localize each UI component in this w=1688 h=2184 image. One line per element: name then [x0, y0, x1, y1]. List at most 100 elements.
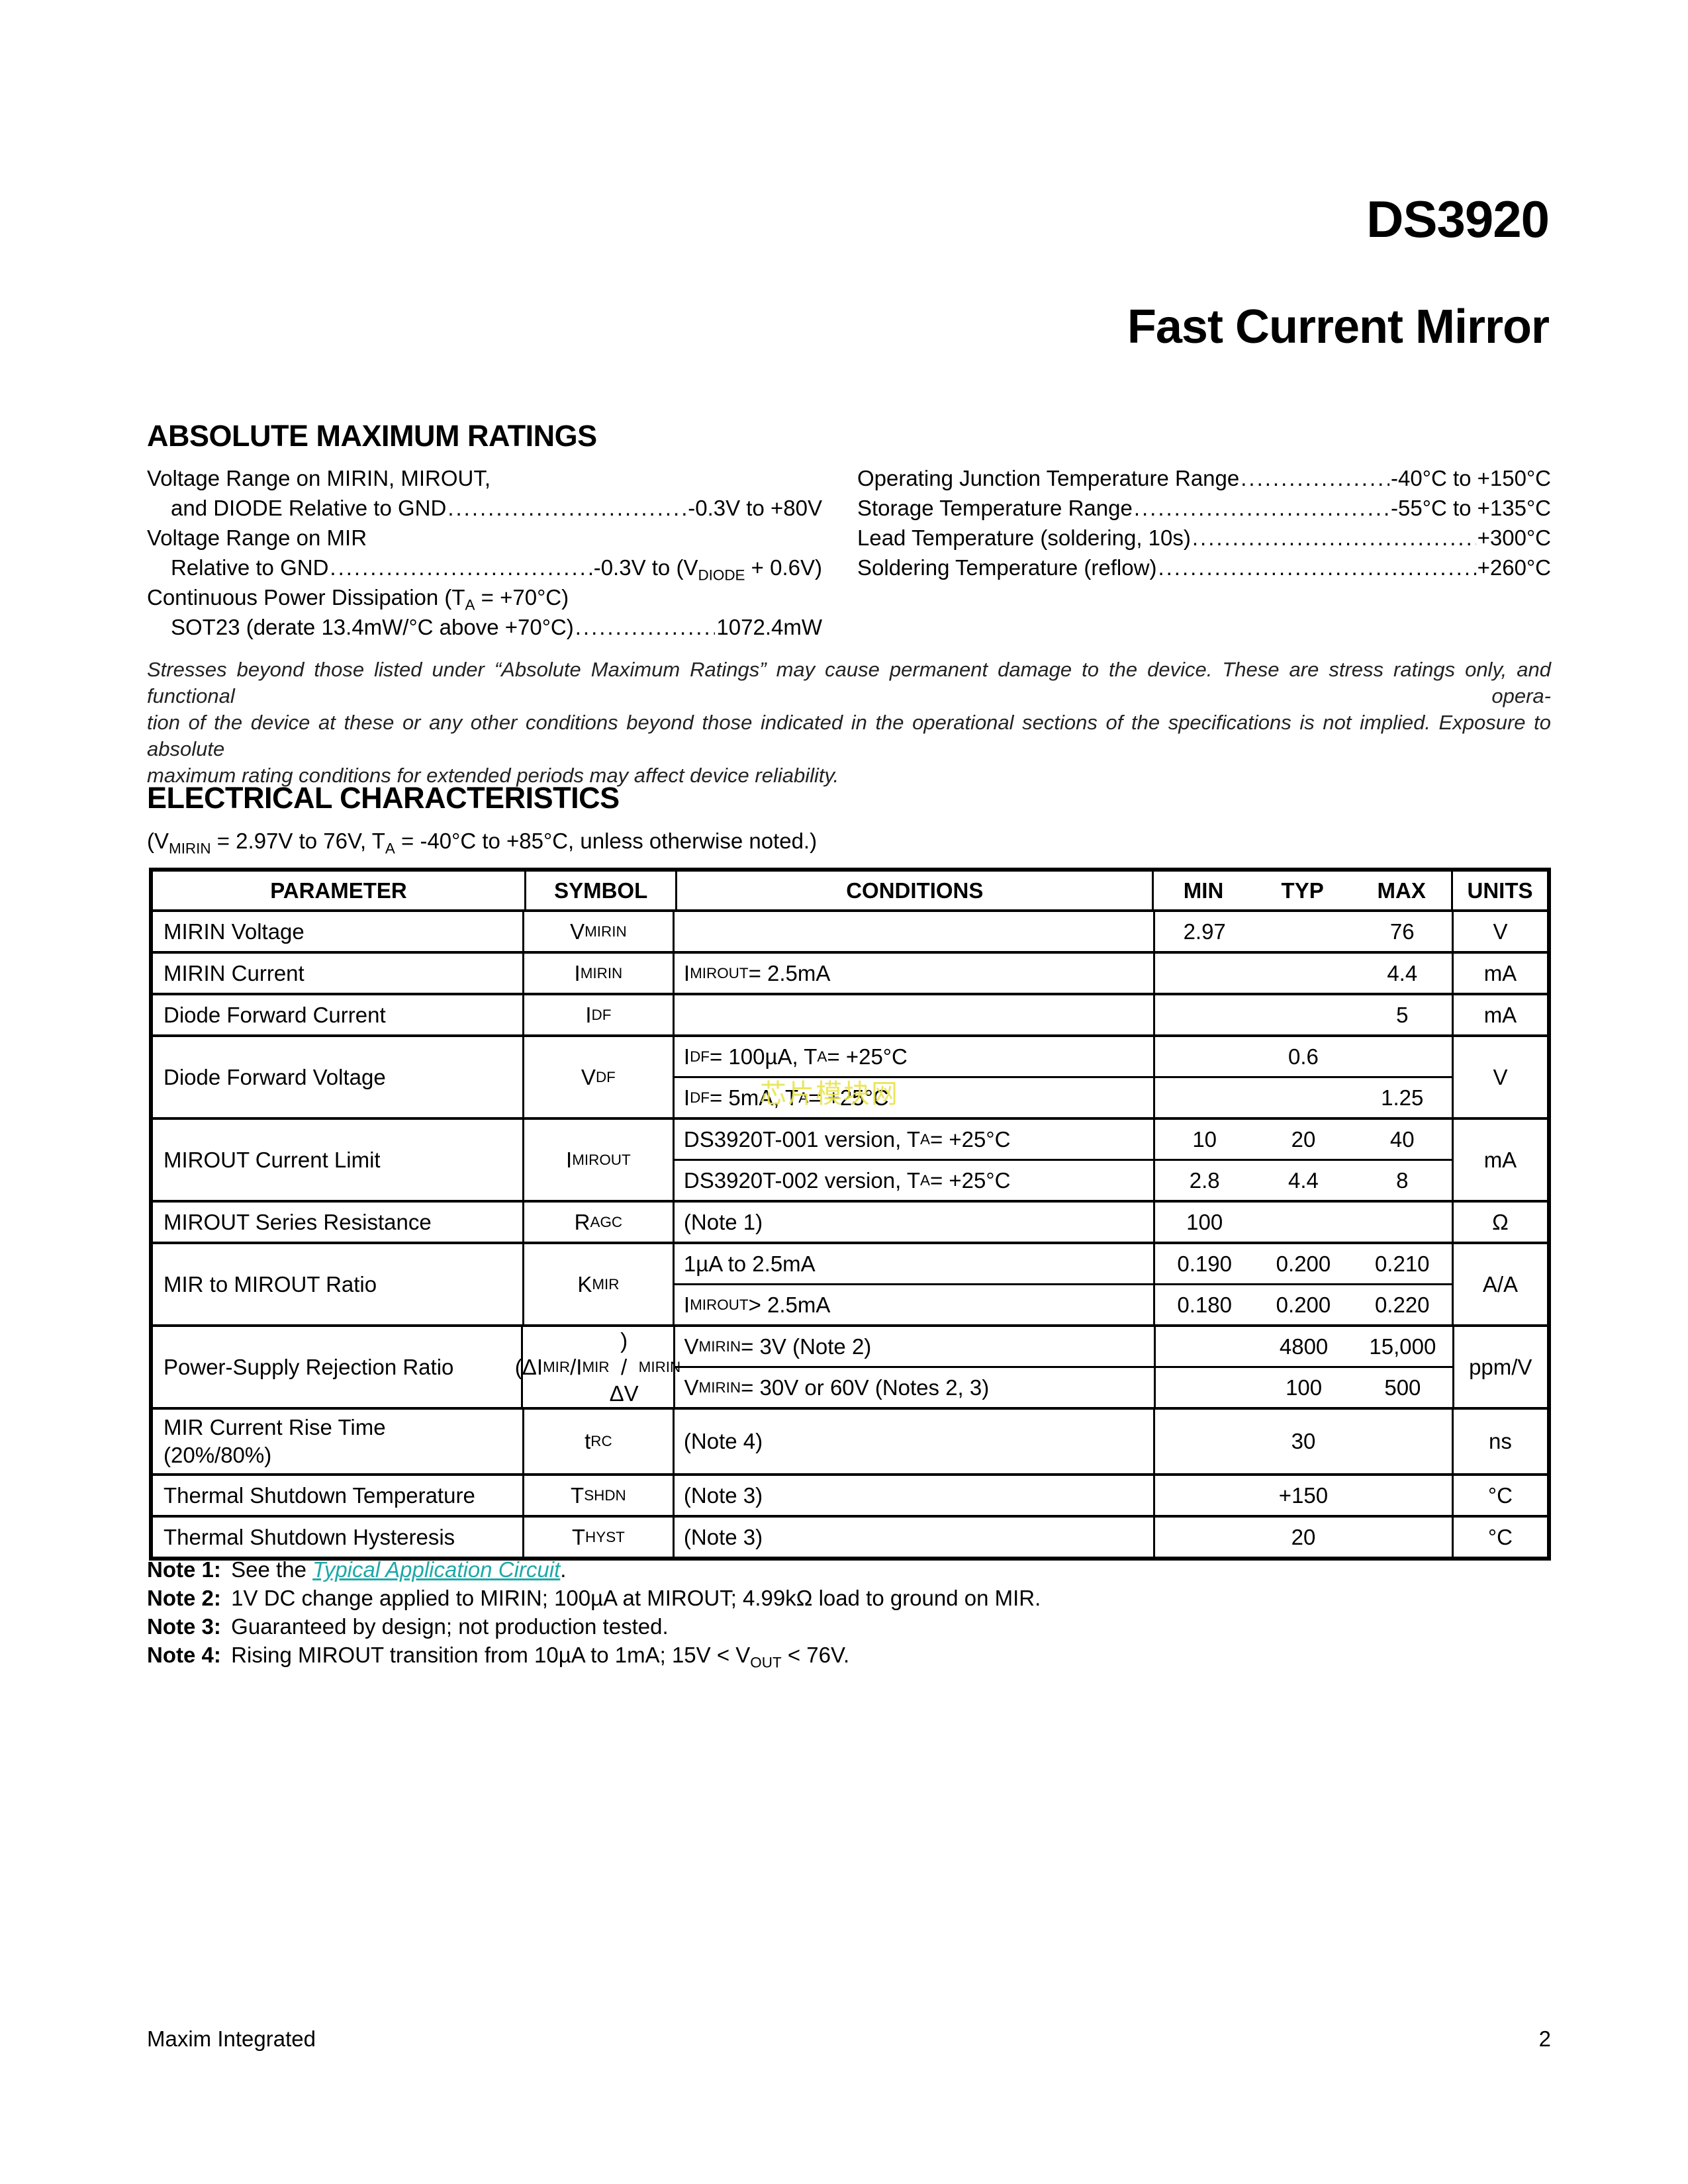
- table-row: Thermal Shutdown Hysteresis T HYST (Note 3)…: [153, 1515, 1547, 1557]
- ec-conditions: (VMIRIN = 2.97V to 76V, TA = -40°C to +8…: [147, 829, 818, 857]
- max-value: 0.210: [1374, 1251, 1430, 1276]
- units-cell: °C: [1451, 1518, 1547, 1557]
- condition-subrow: V MIRIN = 30V or 60V (Notes 2, 3) 100 500: [675, 1366, 1452, 1407]
- amr-line: Voltage Range on MIRIN, MIROUT,: [147, 463, 822, 493]
- min-value: [1155, 1078, 1254, 1117]
- parameter-cell: MIROUT Series Resistance: [164, 1209, 432, 1234]
- note-line: Note 2: 1V DC change applied to MIRIN; 1…: [147, 1584, 1041, 1612]
- conditions-values-cell: 1µA to 2.5mA 0.190 0.200 0.210 I MIROUT > 2.5…: [672, 1244, 1452, 1324]
- condition-cell: (Note 1): [683, 1209, 763, 1234]
- dot-leader: ........................................…: [1158, 555, 1476, 580]
- amr-line-label: Voltage Range on MIR: [147, 525, 367, 550]
- symbol-cell: (ΔI MIR/I MIR)/ΔV MIRIN: [515, 1327, 680, 1407]
- amr-line-value: +260°C: [1477, 555, 1551, 580]
- typ-value: 30: [1291, 1429, 1316, 1453]
- min-typ-max-cell: 2.97 76: [1153, 912, 1452, 951]
- condition-subrow: (Note 4) 30: [675, 1410, 1452, 1473]
- note-label: Note 3:: [147, 1614, 221, 1639]
- footer-company: Maxim Integrated: [147, 2026, 316, 2051]
- dot-leader: ........................................…: [575, 615, 716, 639]
- amr-line-value: -0.3V to (VDIODE + 0.6V): [593, 555, 822, 584]
- parameter-cell: MIROUT Current Limit: [164, 1147, 381, 1172]
- amr-line: SOT23 (derate 13.4mW/°C above +70°C)....…: [147, 612, 822, 642]
- min-typ-max-cell: 4800 15,000: [1153, 1327, 1452, 1366]
- typ-value: +150: [1278, 1482, 1329, 1508]
- condition-cell: (Note 3): [683, 1482, 763, 1508]
- amr-right-column: Operating Junction Temperature Range ...…: [857, 463, 1551, 642]
- min-typ-max-cell: 100: [1153, 1203, 1452, 1242]
- min-value: [1155, 995, 1254, 1034]
- amr-line-label: Soldering Temperature (reflow): [857, 555, 1157, 580]
- min-value: [1155, 1476, 1254, 1515]
- conditions-values-cell: 2.97 76: [672, 912, 1452, 951]
- note-line: Note 3: Guaranteed by design; not produc…: [147, 1612, 1041, 1641]
- table-row: Power-Supply Rejection Ratio (ΔI MIR/I MIR)…: [153, 1324, 1547, 1407]
- min-value: 100: [1186, 1209, 1223, 1234]
- symbol-cell: T HYST: [522, 1518, 673, 1557]
- conditions-values-cell: (Note 3) 20: [672, 1518, 1452, 1557]
- units-cell: mA: [1451, 954, 1547, 993]
- max-value: [1353, 1518, 1452, 1557]
- header-typ: TYP: [1281, 878, 1324, 903]
- header-parameter: PARAMETER: [270, 878, 407, 903]
- min-value: 2.97: [1183, 919, 1226, 944]
- amr-line: Lead Temperature (soldering, 10s) ......…: [857, 523, 1551, 553]
- units-cell: A/A: [1451, 1244, 1547, 1324]
- dot-leader: ........................................…: [1133, 496, 1390, 520]
- condition-subrow: 2.97 76: [675, 912, 1452, 951]
- symbol-cell: I MIROUT: [522, 1120, 673, 1200]
- note-text: Rising MIROUT transition from 10µA to 1m…: [231, 1643, 850, 1671]
- symbol-cell: I DF: [522, 995, 673, 1034]
- stress-disclaimer: Stresses beyond those listed under “Abso…: [147, 657, 1551, 789]
- max-value: 5: [1396, 1002, 1409, 1027]
- header-conditions: CONDITIONS: [675, 872, 1152, 909]
- typ-value: [1254, 912, 1352, 951]
- part-title: Fast Current Mirror: [1127, 300, 1550, 353]
- symbol-cell: I MIRIN: [522, 954, 673, 993]
- condition-cell: [675, 995, 1153, 1034]
- amr-line-label: and DIODE Relative to GND: [171, 496, 447, 520]
- max-value: [1353, 1410, 1452, 1473]
- condition-subrow: V MIRIN = 3V (Note 2) 4800 15,000: [675, 1327, 1452, 1366]
- amr-line-label: Storage Temperature Range: [857, 496, 1133, 520]
- min-typ-max-cell: 0.180 0.200 0.220: [1153, 1285, 1452, 1324]
- min-typ-max-cell: 1.25: [1153, 1078, 1452, 1117]
- min-typ-max-cell: 10 20 40: [1153, 1120, 1452, 1159]
- typ-value: [1254, 995, 1352, 1034]
- units-cell: mA: [1451, 1120, 1547, 1200]
- condition-subrow: 1µA to 2.5mA 0.190 0.200 0.210: [675, 1244, 1452, 1283]
- max-value: [1353, 1203, 1452, 1242]
- min-typ-max-cell: 30: [1153, 1410, 1452, 1473]
- conditions-values-cell: 5: [672, 995, 1452, 1034]
- typ-value: 0.200: [1276, 1292, 1331, 1317]
- dot-leader: ........................................…: [447, 496, 686, 520]
- conditions-values-cell: V MIRIN = 3V (Note 2) 4800 15,000 V MIRIN = 3…: [673, 1327, 1452, 1407]
- amr-line-label: Voltage Range on MIRIN, MIROUT,: [147, 466, 491, 490]
- parameter-cell: Diode Forward Voltage: [164, 1064, 386, 1089]
- condition-cell: 1µA to 2.5mA: [683, 1251, 816, 1276]
- max-value: 76: [1389, 919, 1415, 944]
- amr-columns: Voltage Range on MIRIN, MIROUT, and DIODE…: [147, 463, 1551, 642]
- header-units: UNITS: [1451, 872, 1547, 909]
- conditions-values-cell: (Note 1) 100: [672, 1203, 1452, 1242]
- max-value: 15,000: [1369, 1334, 1436, 1359]
- amr-line: Operating Junction Temperature Range ...…: [857, 463, 1551, 493]
- amr-line: Relative to GND ........................…: [147, 553, 822, 582]
- min-typ-max-cell: 0.6: [1153, 1037, 1452, 1076]
- table-row: MIR Current Rise Time (20%/80%) t RC (Note 4…: [153, 1407, 1547, 1473]
- note-line: Note 4: Rising MIROUT transition from 10…: [147, 1641, 1041, 1671]
- max-value: 8: [1396, 1167, 1409, 1193]
- units-cell: V: [1451, 1037, 1547, 1117]
- table-row: Thermal Shutdown Temperature T SHDN (Note 3…: [153, 1473, 1547, 1515]
- units-cell: ns: [1451, 1410, 1547, 1473]
- typical-application-circuit-link[interactable]: Typical Application Circuit: [312, 1557, 561, 1582]
- electrical-characteristics-table: PARAMETER SYMBOL CONDITIONS MIN TYP MAX …: [149, 868, 1551, 1561]
- amr-line-label: SOT23 (derate 13.4mW/°C above +70°C): [171, 615, 574, 639]
